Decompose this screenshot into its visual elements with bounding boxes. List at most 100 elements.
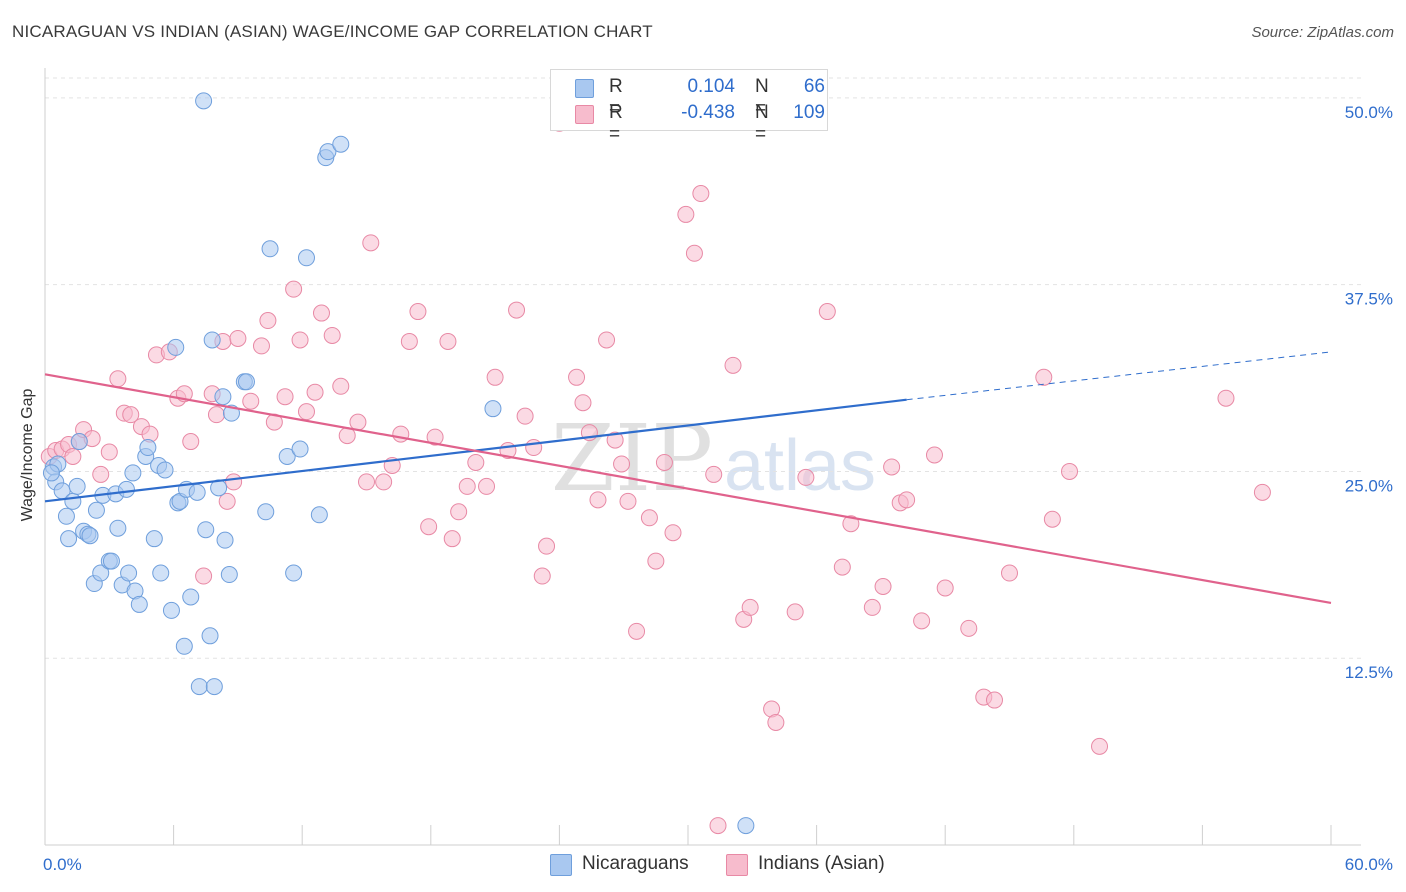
indian-point xyxy=(323,326,341,344)
indian-point xyxy=(439,332,457,350)
indian-point xyxy=(458,477,476,495)
indian-point xyxy=(109,370,127,388)
indian-point xyxy=(122,406,140,424)
nicaraguan-point xyxy=(42,464,60,482)
indian-point xyxy=(598,331,616,349)
indian-point xyxy=(741,598,759,616)
legend-swatch-indians xyxy=(575,105,594,124)
indian-point xyxy=(486,368,504,386)
indian-point xyxy=(400,332,418,350)
indian-point xyxy=(229,329,247,347)
nicaraguan-point xyxy=(81,527,99,545)
legend-r-value: 0.104 xyxy=(687,76,735,97)
legend-n-label: N = xyxy=(755,76,769,119)
indian-point xyxy=(207,406,225,424)
nicaraguan-point xyxy=(195,92,213,110)
nicaraguan-point xyxy=(214,388,232,406)
indian-point xyxy=(925,446,943,464)
nicaraguan-point xyxy=(60,530,78,548)
indian-point xyxy=(677,205,695,223)
nicaraguan-point xyxy=(197,521,215,539)
nicaraguan-point xyxy=(64,492,82,510)
legend-n-label: N = xyxy=(755,102,769,145)
indian-point xyxy=(797,468,815,486)
nicaraguan-point xyxy=(205,678,223,696)
y-tick-label: 37.5% xyxy=(1345,290,1393,309)
indian-point xyxy=(182,433,200,451)
nicaraguan-point xyxy=(257,503,275,521)
indian-point xyxy=(467,453,485,471)
stats-legend: R = 0.104 N = 66 R = -0.438 N = 109 xyxy=(550,69,828,145)
indian-point xyxy=(685,244,703,262)
indian-point xyxy=(478,477,496,495)
indian-point xyxy=(259,312,277,330)
bottom-legend-swatch-indians xyxy=(726,854,748,876)
indian-point xyxy=(898,491,916,509)
indian-point xyxy=(362,234,380,252)
y-tick-label: 50.0% xyxy=(1345,103,1393,122)
indian-point xyxy=(655,453,673,471)
chart-title: NICARAGUAN VS INDIAN (ASIAN) WAGE/INCOME… xyxy=(12,22,653,41)
nicaraguan-point xyxy=(332,135,350,153)
indian-point xyxy=(242,392,260,410)
nicaraguan-point xyxy=(216,531,234,549)
nicaraguan-point xyxy=(145,530,163,548)
indian-point xyxy=(606,431,624,449)
nicaraguan-trend-extension xyxy=(906,351,1332,401)
indian-point xyxy=(349,413,367,431)
indian-point xyxy=(647,552,665,570)
indian-point xyxy=(1035,368,1053,386)
indian-point xyxy=(913,612,931,630)
nicaraguan-point xyxy=(278,448,296,465)
indian-point xyxy=(1091,737,1109,755)
indian-point xyxy=(936,579,954,597)
indian-point xyxy=(450,503,468,521)
indian-point xyxy=(285,280,303,298)
indian-point xyxy=(863,598,881,616)
indian-point xyxy=(692,185,710,203)
indian-point xyxy=(786,603,804,621)
legend-r-label: R = xyxy=(609,102,623,145)
nicaraguan-point xyxy=(182,588,200,606)
indian-point xyxy=(1253,483,1271,501)
nicaraguan-point xyxy=(737,817,755,835)
legend-n-value: 66 xyxy=(803,76,825,97)
indian-point xyxy=(291,331,309,349)
indian-point xyxy=(1043,510,1061,528)
x-tick-label: 60.0% xyxy=(1345,855,1393,874)
indian-point xyxy=(833,558,851,576)
indian-point xyxy=(724,356,742,374)
indian-point xyxy=(664,524,682,542)
nicaraguan-point xyxy=(87,501,105,519)
indian-point xyxy=(619,492,637,510)
x-tick-label: 0.0% xyxy=(43,855,82,874)
indian-point xyxy=(767,713,785,731)
y-tick-label: 12.5% xyxy=(1345,663,1393,682)
indian-point xyxy=(842,515,860,533)
indian-point xyxy=(409,303,427,321)
indian-point xyxy=(508,301,526,319)
nicaraguan-point xyxy=(139,439,157,457)
nicaraguan-point xyxy=(220,566,238,584)
nicaraguan-point xyxy=(201,627,219,645)
indian-point xyxy=(225,473,243,491)
indian-point xyxy=(874,577,892,595)
indian-point xyxy=(705,465,723,483)
nicaraguan-point xyxy=(124,464,142,482)
indian-point xyxy=(818,303,836,321)
indian-point xyxy=(443,530,461,548)
indian-point xyxy=(358,473,375,491)
legend-r-label: R = xyxy=(609,76,623,119)
nicaraguan-point xyxy=(117,480,135,498)
indian-point xyxy=(1001,564,1018,582)
bottom-legend-label-indians: Indians (Asian) xyxy=(758,853,885,874)
indian-point xyxy=(640,509,658,527)
nicaraguan-point xyxy=(188,483,206,501)
nicaraguan-point xyxy=(297,249,315,267)
indian-trend-line xyxy=(44,373,1332,605)
indian-point xyxy=(100,443,118,461)
nicaraguan-point xyxy=(130,595,148,613)
nicaraguan-point xyxy=(68,477,86,495)
nicaraguan-point xyxy=(203,331,221,349)
